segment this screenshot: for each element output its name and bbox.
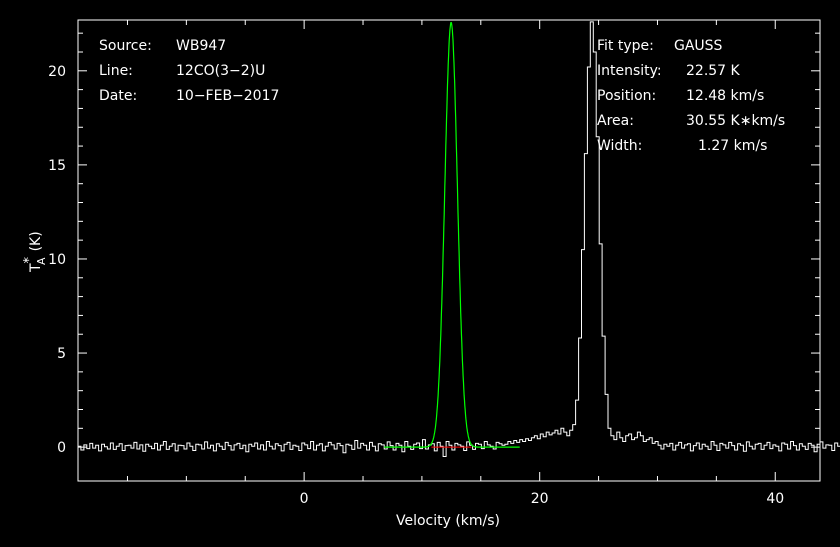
y-tick-label: 5	[57, 346, 66, 362]
area-label: Area:	[597, 113, 634, 129]
position-value: 12.48 km/s	[686, 88, 764, 104]
intensity-value: 22.57 K	[686, 63, 741, 79]
x-tick-label: 20	[531, 491, 549, 507]
area-value: 30.55 K∗km/s	[686, 113, 785, 129]
y-label-sup: *	[22, 256, 37, 263]
source-value: WB947	[176, 38, 226, 54]
series-group	[78, 21, 840, 457]
svg-text:T*A(K): T*A (K)	[22, 231, 48, 273]
tick-marks	[78, 20, 820, 481]
x-tick-label: 0	[300, 491, 309, 507]
y-label-unit: (K)	[28, 231, 44, 251]
y-label-main: T	[28, 263, 44, 273]
plot-frame	[77, 19, 821, 482]
position-label: Position:	[597, 88, 656, 104]
source-label: Source:	[99, 38, 152, 54]
fit-type-label: Fit type:	[597, 38, 654, 54]
x-tick-label: 40	[766, 491, 784, 507]
date-label: Date:	[99, 88, 137, 104]
width-value: 1.27 km/s	[698, 138, 767, 154]
width-label: Width:	[597, 138, 642, 154]
x-axis-label: Velocity (km/s)	[396, 513, 500, 529]
x-tick-labels: 0 20 40	[300, 491, 784, 507]
info-right: Fit type: GAUSS Intensity: 22.57 K Posit…	[597, 38, 785, 154]
date-value: 10−FEB−2017	[176, 88, 279, 104]
y-axis-label: T*A (K)	[22, 231, 48, 273]
y-tick-labels: 0 5 10 15 20	[48, 64, 66, 456]
line-label: Line:	[99, 63, 133, 79]
y-tick-label: 0	[57, 440, 66, 456]
intensity-label: Intensity:	[597, 63, 662, 79]
y-label-sub: A	[35, 257, 48, 265]
spectrum-line	[78, 21, 840, 457]
y-tick-label: 20	[48, 64, 66, 80]
y-tick-label: 15	[48, 158, 66, 174]
fit-type-value: GAUSS	[674, 38, 723, 54]
info-left: Source: WB947 Line: 12CO(3−2)U Date: 10−…	[99, 38, 279, 104]
y-tick-label: 10	[48, 252, 66, 268]
line-value: 12CO(3−2)U	[176, 63, 265, 79]
gaussian-fit-line	[384, 22, 520, 448]
